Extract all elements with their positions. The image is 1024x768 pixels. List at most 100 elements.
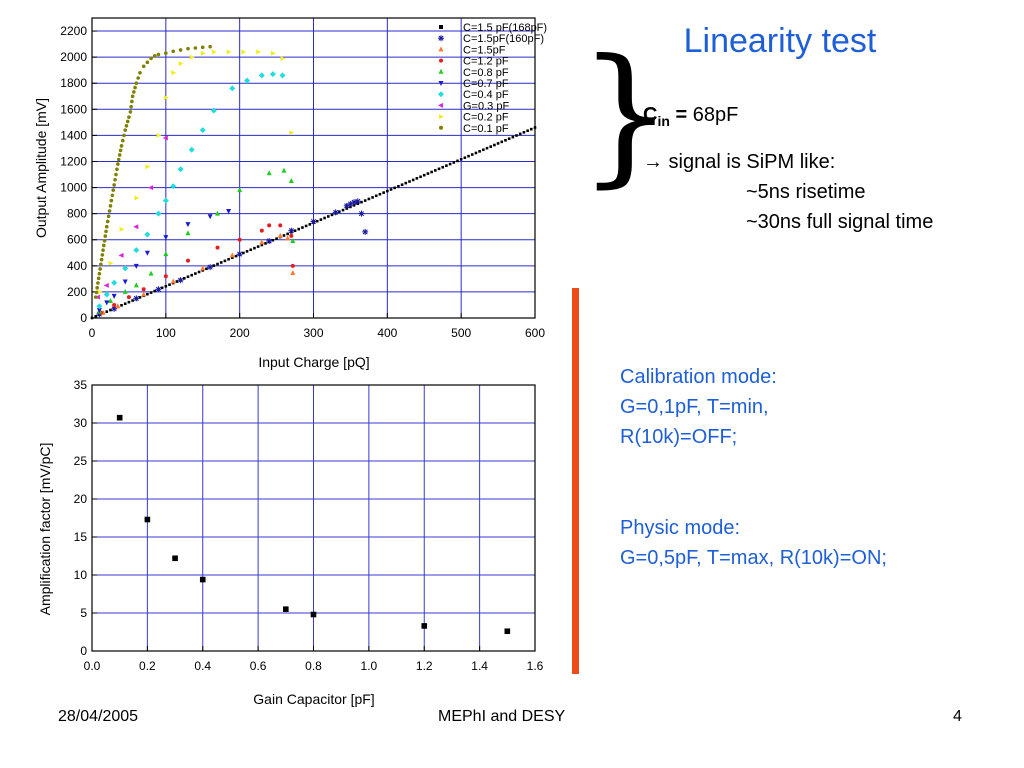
point-series-0 [242, 251, 245, 255]
point-series-4 [281, 167, 287, 173]
point-series-9 [186, 46, 190, 51]
point-series-9 [103, 234, 108, 238]
point-series-1 [362, 228, 369, 235]
y-tick-label: 600 [67, 233, 87, 247]
point-series-6 [229, 85, 236, 92]
point-series-0 [146, 292, 149, 296]
point-series-9 [96, 276, 101, 281]
point-series-2 [200, 265, 206, 271]
point-series-0 [378, 192, 382, 196]
point-series-0 [293, 229, 297, 233]
point-series-7 [118, 252, 124, 258]
point-series-0 [404, 181, 408, 185]
point-series-0 [437, 167, 441, 171]
point-series-4 [148, 270, 154, 276]
cin-subscript: in [657, 113, 670, 129]
point-series-9 [104, 229, 108, 234]
point-series-0 [175, 280, 179, 283]
point-series-0 [315, 219, 319, 223]
physic-title: Physic mode: [620, 517, 741, 539]
point-series-2 [259, 239, 265, 245]
point-series-0 [168, 283, 171, 286]
point-series-5 [207, 214, 213, 220]
point-series-0 [149, 291, 153, 294]
point-series-1 [332, 209, 339, 216]
point-series-1 [266, 238, 273, 245]
point-series-6 [279, 72, 286, 79]
point-series-8 [280, 55, 286, 61]
grid [91, 384, 536, 652]
point-series-9 [101, 248, 105, 252]
point-series-0 [105, 310, 109, 313]
point-series-4 [185, 230, 191, 236]
point-series-9 [130, 99, 134, 104]
point-series-0 [319, 218, 323, 221]
x-tick-label: 0 [89, 326, 96, 340]
y-tick-label: 15 [74, 530, 88, 544]
point-series-0 [245, 250, 249, 253]
point-series-0 [330, 213, 334, 217]
point-series-9 [112, 183, 116, 187]
legend-entry: C=0.8 pF [463, 67, 509, 79]
point-series-9 [104, 224, 109, 229]
point-series-9 [113, 177, 117, 182]
signal-line: → signal is SiPM like: [643, 151, 836, 173]
legend: C=1.5 pF(168pF)C=1.5pF(160pF)C=1.5pFC=1.… [438, 22, 547, 135]
x-tick-label: 400 [377, 326, 397, 340]
point-series-0 [323, 216, 326, 220]
point-series-8 [163, 95, 169, 101]
point-series-9 [109, 198, 114, 203]
point-series-1 [288, 227, 295, 234]
x-tick-label: 1.6 [527, 659, 544, 673]
point-series-8 [270, 50, 276, 56]
point-series-0 [212, 264, 216, 267]
point-series-0 [496, 142, 500, 145]
y-tick-label: 1400 [60, 128, 87, 142]
point-series-0 [419, 175, 422, 179]
y-tick-label: 35 [74, 378, 88, 392]
plot-frame [91, 384, 536, 652]
point-series-0 [109, 308, 112, 312]
point-series-6 [155, 210, 162, 217]
point-series-0 [249, 248, 253, 252]
x-tick-label: 1.4 [471, 659, 488, 673]
point-series-3 [141, 287, 146, 292]
point-series-0 [445, 164, 448, 167]
x-tick-label: 500 [451, 326, 471, 340]
x-tick-label: 0.4 [194, 659, 211, 673]
point-series-0 [408, 180, 411, 183]
point-series-5 [163, 235, 169, 241]
legend-entry: C=0.4 pF [463, 89, 509, 101]
point-series-9 [134, 81, 139, 86]
point-series-0 [308, 223, 312, 226]
point-series-1 [347, 200, 354, 207]
point-series-9 [208, 44, 212, 49]
point-series-9 [193, 46, 198, 50]
point-series-7 [103, 282, 109, 288]
data-point [199, 576, 206, 583]
plot-frame [91, 17, 536, 319]
point-series-0 [507, 137, 511, 140]
point-series-3 [237, 237, 242, 242]
legend-marker [438, 81, 444, 86]
legend-entry: C=0.2 pF [463, 112, 509, 124]
point-series-4 [288, 178, 294, 184]
point-series-8 [289, 130, 295, 136]
point-series-3 [215, 245, 220, 250]
point-series-9 [117, 153, 122, 157]
point-series-0 [205, 267, 208, 271]
point-series-4 [266, 170, 272, 176]
point-series-8 [200, 50, 206, 56]
point-series-9 [122, 133, 126, 138]
point-series-0 [430, 170, 433, 174]
point-series-5 [133, 263, 139, 269]
point-series-0 [400, 183, 404, 186]
point-series-0 [434, 169, 437, 172]
point-series-0 [511, 135, 515, 139]
y-tick-label: 30 [74, 416, 88, 430]
point-series-0 [260, 243, 264, 247]
point-series-0 [164, 284, 168, 288]
point-series-2 [229, 252, 235, 258]
point-series-0 [127, 300, 131, 304]
point-series-5 [144, 250, 150, 256]
